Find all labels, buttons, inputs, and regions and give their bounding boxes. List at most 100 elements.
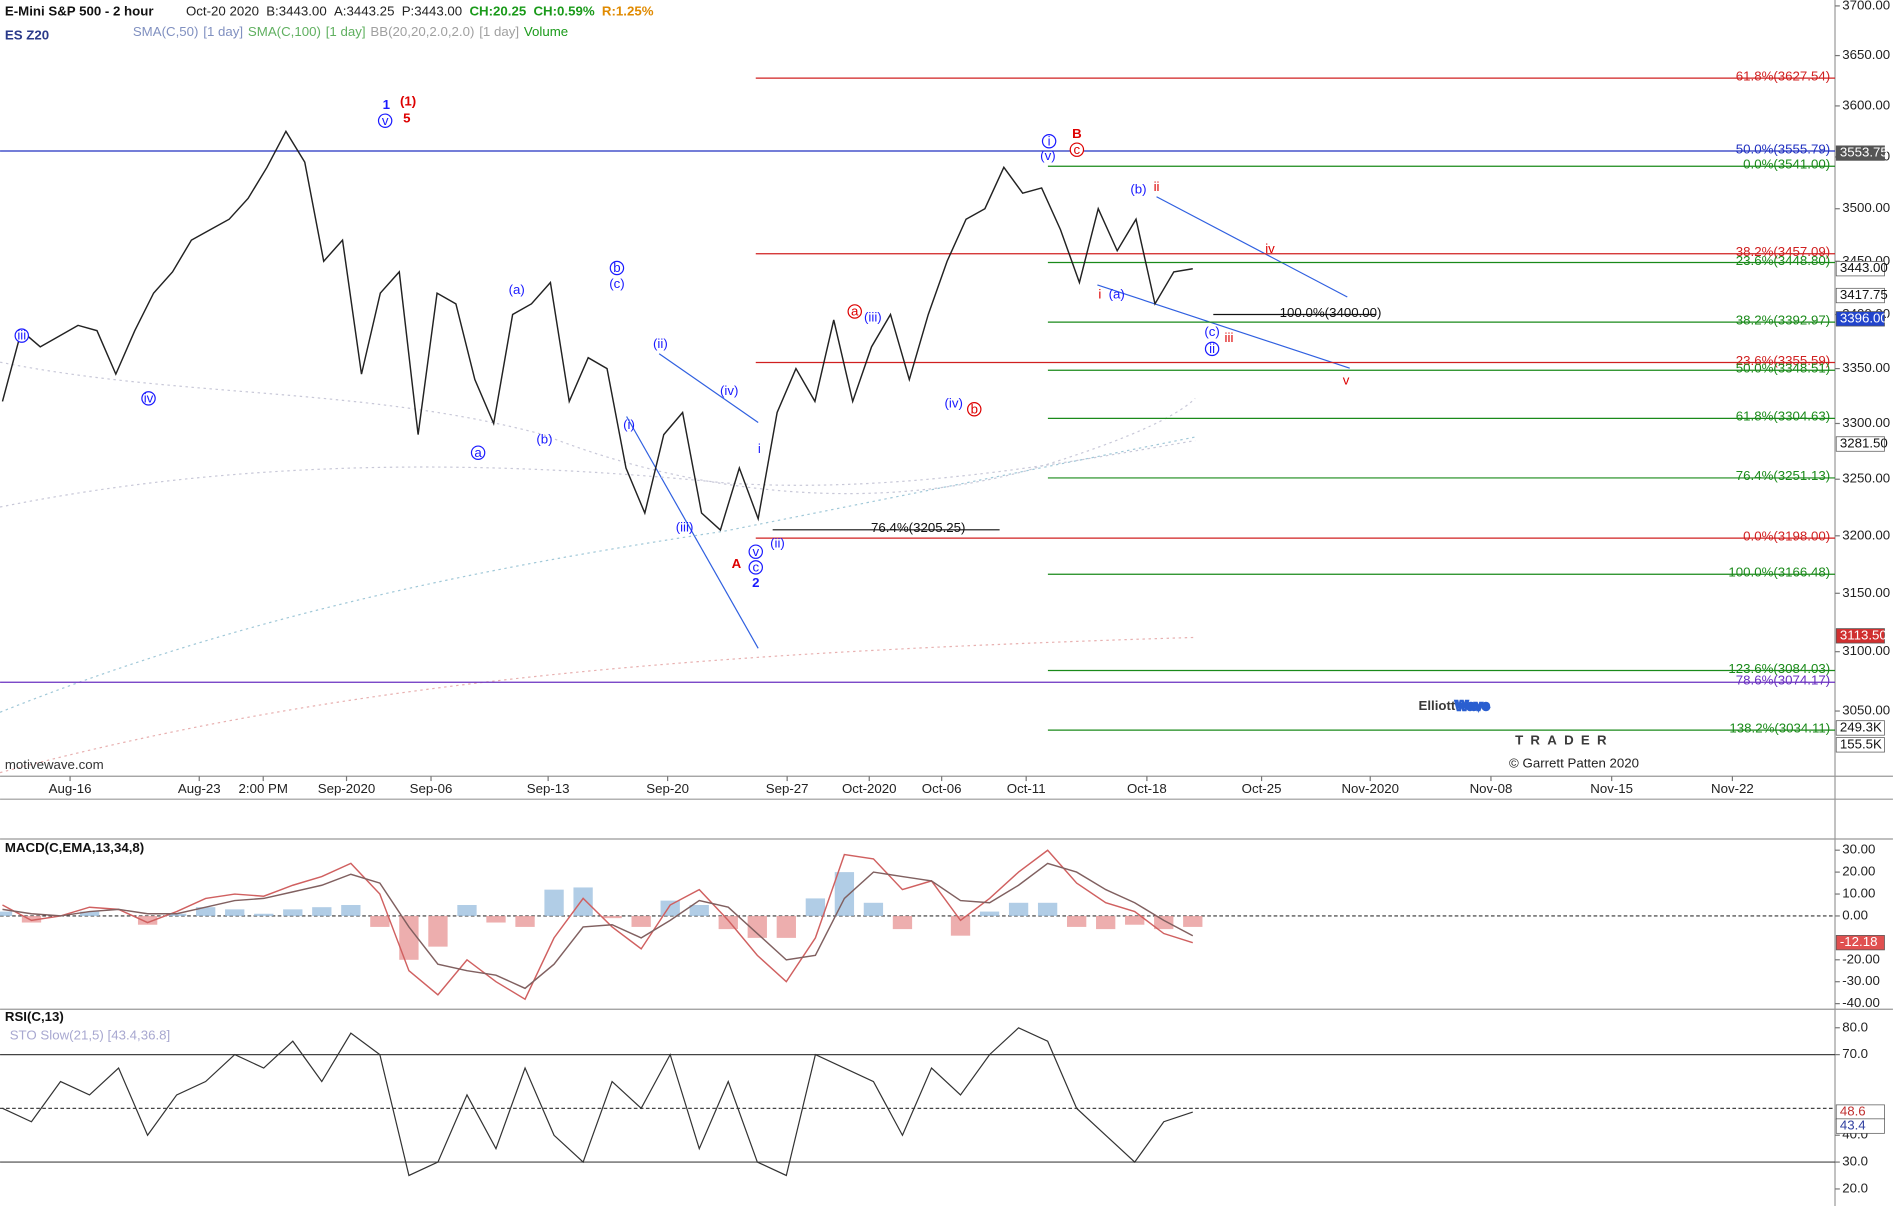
logo: ElliottWave TRADER © Garrett Patten 2020 — [1419, 697, 1640, 771]
x-tick-label: Aug-16 — [49, 781, 92, 796]
wave-circle — [609, 260, 625, 276]
wave-label: v — [382, 113, 389, 128]
wave-circle — [141, 391, 156, 406]
wave-label: (a) — [509, 282, 525, 297]
histogram-bar — [892, 915, 913, 930]
wave-label: ii — [1154, 179, 1160, 194]
macd-line — [2, 849, 1193, 1001]
histogram-bar — [283, 909, 303, 916]
histogram-bar — [1066, 915, 1087, 927]
wave-circle — [748, 560, 764, 575]
x-tick-label: Nov-2020 — [1341, 781, 1399, 796]
histogram-bar — [718, 915, 738, 930]
wave-label: (iv) — [945, 395, 963, 410]
fib-level-label: 38.2%(3457.09) — [1736, 244, 1830, 259]
y-tick-label: 3600.00 — [1842, 97, 1890, 112]
histogram-bar — [341, 904, 361, 916]
x-tick-label: Sep-06 — [410, 781, 453, 796]
wave-label: iv — [144, 390, 154, 405]
wave-circle — [1069, 142, 1085, 157]
wave-label: (a) — [1109, 287, 1125, 302]
logo-part: Wave — [1455, 698, 1489, 713]
wave-label: c — [1074, 142, 1081, 157]
fib-level-label: 138.2%(3034.11) — [1729, 720, 1830, 735]
volume-tag — [1835, 720, 1885, 736]
wave-label: a — [851, 304, 859, 319]
histogram-bar — [399, 915, 419, 960]
volume-tag — [1835, 737, 1885, 753]
wave-label: B — [1072, 126, 1082, 141]
price-tag — [1835, 935, 1885, 951]
y-tick-label: 3250.00 — [1842, 471, 1890, 486]
fib-level-label: 0.0%(3198.00) — [1743, 528, 1830, 543]
histogram-bar — [834, 872, 855, 916]
histogram-bar — [1096, 915, 1116, 930]
wave-label: 5 — [403, 110, 411, 125]
panel-title: MACD(C,EMA,13,34,8) — [5, 840, 144, 855]
sma-curve — [0, 436, 1196, 713]
quote-item: P:3443.00 — [402, 4, 462, 19]
quote-item: B:3443.00 — [266, 4, 327, 19]
wave-label: (v) — [1040, 148, 1055, 163]
fib-level-label: 50.0%(3348.51) — [1736, 361, 1830, 376]
sma-curve — [0, 636, 1196, 774]
logo-text: ElliottWave — [1419, 698, 1490, 713]
wave-label: v — [752, 544, 759, 559]
y-tick-label: 80.0 — [1842, 1019, 1868, 1034]
wave-label: (iv) — [720, 383, 738, 398]
price-tag-label: 3281.50 — [1840, 436, 1888, 451]
price-tag — [1835, 145, 1885, 161]
wave-circle — [1204, 341, 1220, 357]
histogram-bar — [950, 915, 971, 936]
histogram-bar — [1008, 902, 1029, 916]
wave-label: b — [613, 260, 620, 275]
logo-part: Elliott — [1419, 698, 1456, 713]
y-tick-label: 3150.00 — [1842, 585, 1890, 600]
histogram-bar — [0, 911, 13, 916]
wave-circle — [1041, 134, 1057, 149]
trend-line — [658, 353, 759, 424]
fib-level-label: 23.6%(3355.59) — [1736, 353, 1830, 368]
price-tag — [1835, 261, 1885, 277]
wave-label: (iii) — [864, 310, 882, 325]
wave-label: (ii) — [653, 336, 668, 351]
histogram-bar — [805, 898, 826, 916]
trend-line — [626, 416, 759, 649]
y-tick-label: 3650.00 — [1842, 47, 1890, 62]
wave-label: c — [752, 559, 759, 574]
histogram-bar — [863, 902, 884, 916]
fib-level-label: 0.0%(3541.00) — [1743, 157, 1830, 172]
x-tick-label: Oct-2020 — [842, 781, 897, 796]
histogram-bar — [602, 915, 622, 919]
histogram-bar — [544, 889, 564, 916]
copyright: © Garrett Patten 2020 — [1509, 756, 1639, 771]
histogram-bar — [312, 907, 332, 916]
histogram-bar — [254, 913, 274, 916]
y-tick-label: 70.0 — [1842, 1046, 1868, 1061]
histogram-bar — [660, 900, 680, 916]
wave-label: (b) — [536, 432, 552, 447]
wave-label: (c) — [609, 276, 624, 291]
price-tag-label: 43.4 — [1840, 1118, 1866, 1133]
wave-label: A — [732, 556, 742, 571]
panel-subtitle: STO Slow(21,5) [43.4,36.8] — [10, 1027, 171, 1042]
fib-level-label: 76.4%(3205.25) — [871, 520, 965, 535]
wave-label: iii — [1225, 330, 1234, 345]
wave-label: (1) — [400, 94, 416, 109]
quote-item: CH:20.25 — [469, 4, 526, 19]
histogram-bar — [79, 911, 100, 916]
y-tick-label: -40.00 — [1842, 995, 1880, 1010]
fib-level-label: 100.0%(3166.48) — [1728, 565, 1830, 580]
x-tick-label: Sep-27 — [766, 781, 809, 796]
y-tick-label: -30.00 — [1842, 973, 1880, 988]
x-tick-label: Oct-25 — [1242, 781, 1282, 796]
volume-tag-label: 249.3K — [1840, 719, 1882, 734]
price-tag — [1835, 287, 1885, 304]
histogram-bar — [1037, 902, 1058, 916]
x-tick-label: Oct-18 — [1127, 781, 1167, 796]
price-tag-label: 48.6 — [1840, 1104, 1866, 1119]
y-tick-label: 3050.00 — [1842, 703, 1890, 718]
indicator-label: SMA(C,50) — [133, 24, 199, 39]
band-curves — [0, 361, 1196, 774]
indicator-label: [1 day] — [479, 24, 519, 39]
